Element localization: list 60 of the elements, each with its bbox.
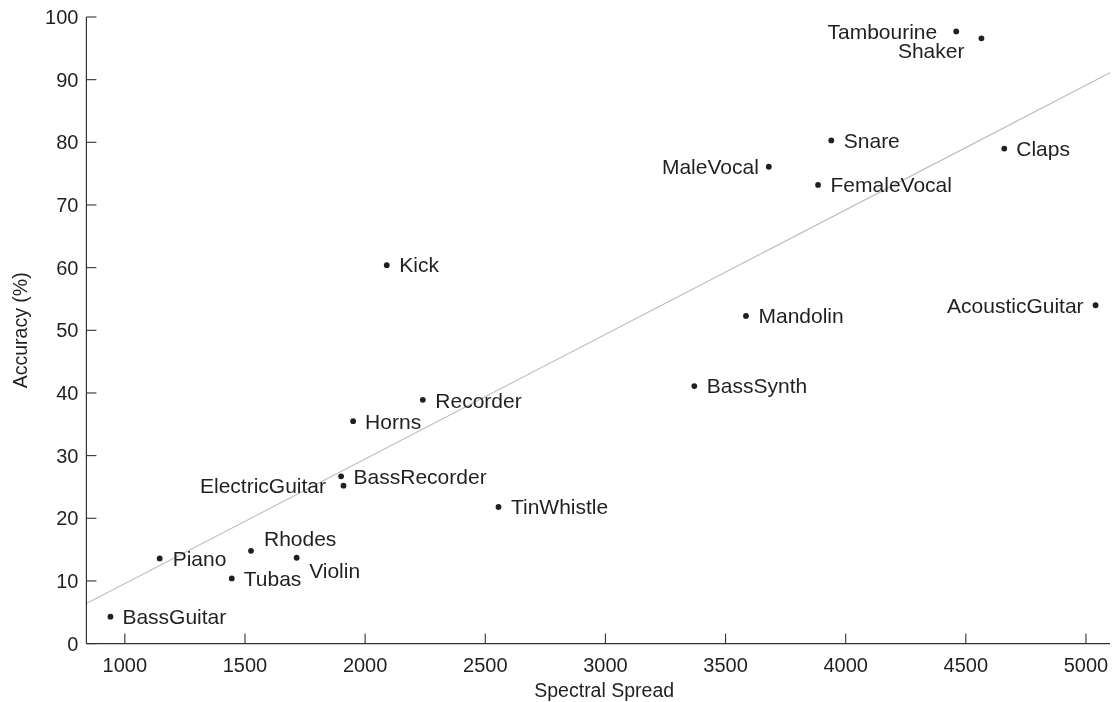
point [338, 473, 344, 480]
y-axis-title: Accuracy (%) [9, 272, 31, 389]
annotation: BassGuitar [122, 605, 227, 629]
annotation: Mandolin [758, 304, 844, 328]
y-tick-label: 50 [56, 319, 79, 342]
annotation: TinWhistle [510, 495, 609, 519]
y-tick-label: 10 [56, 569, 79, 592]
point [383, 262, 390, 269]
annotation: Recorder [435, 388, 522, 412]
point [495, 504, 502, 510]
annotation: ElectricGuitar [199, 474, 327, 498]
y-tick-label: 0 [67, 632, 79, 655]
annotation: Horns [365, 409, 422, 433]
x-tick-label: 2000 [342, 653, 388, 676]
y-tick-label: 90 [56, 68, 79, 91]
point [340, 482, 347, 489]
x-tick-label: 4000 [823, 653, 868, 676]
point [350, 418, 357, 425]
point [156, 555, 163, 562]
point [228, 575, 235, 582]
point [743, 312, 749, 319]
annotation: AcousticGuitar [947, 293, 1084, 317]
annotation: Piano [172, 546, 227, 570]
annotation: FemaleVocal [830, 173, 952, 197]
x-tick-label: 3000 [583, 653, 628, 676]
annotation: Claps [1016, 136, 1070, 160]
point [815, 182, 821, 188]
point [248, 547, 254, 554]
y-tick-label: 100 [45, 6, 79, 28]
y-tick-label: 30 [56, 444, 79, 467]
point [107, 613, 114, 620]
point [293, 554, 300, 561]
annotation: Violin [309, 558, 361, 582]
point [691, 383, 698, 389]
point [419, 396, 426, 403]
annotation: BassSynth [706, 374, 808, 398]
annotation: BassRecorder [353, 464, 487, 488]
point [765, 163, 772, 170]
y-tick-label: 40 [56, 381, 79, 404]
y-tick-label: 70 [56, 193, 79, 216]
x-tick-label: 1500 [222, 653, 268, 676]
annotation: Tubas [243, 566, 302, 590]
x-tick-label: 2500 [463, 653, 508, 676]
annotation: Rhodes [263, 527, 337, 551]
x-tick-label: 4500 [943, 653, 989, 676]
x-tick-label: 1000 [102, 653, 148, 676]
point [1092, 302, 1099, 309]
y-tick-label: 20 [56, 507, 79, 530]
y-tick-label: 80 [56, 131, 79, 154]
point [1001, 145, 1008, 152]
point [978, 35, 985, 42]
x-tick-label: 3500 [703, 653, 748, 676]
x-tick-label: 5000 [1063, 653, 1109, 676]
point [953, 28, 960, 35]
annotation: Kick [399, 253, 440, 277]
y-tick-label: 60 [56, 256, 79, 279]
annotation: MaleVocal [661, 155, 759, 179]
annotation: Snare [843, 128, 900, 152]
x-axis-title: Spectral Spread [534, 679, 675, 701]
point [828, 137, 835, 144]
